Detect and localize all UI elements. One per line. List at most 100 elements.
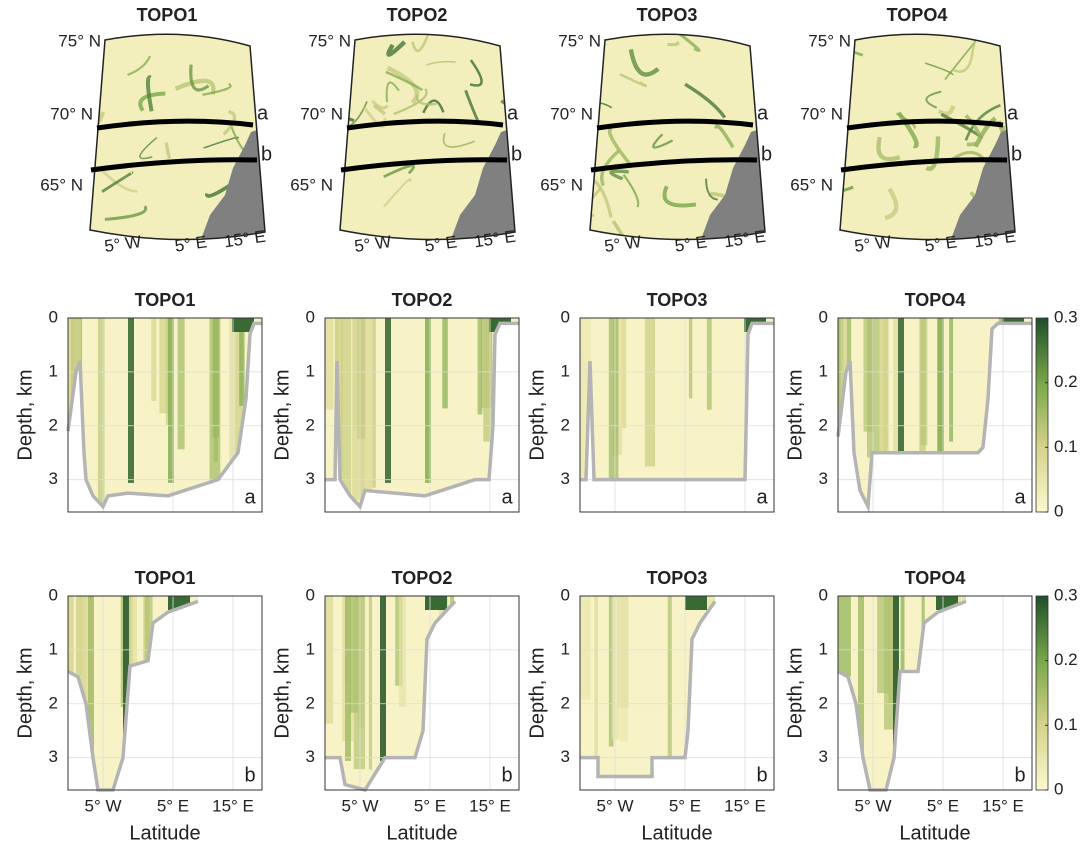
section-streak bbox=[900, 596, 905, 743]
section-streak bbox=[863, 318, 875, 432]
section-streak bbox=[97, 318, 105, 507]
map-streak bbox=[442, 132, 475, 148]
map-streak bbox=[373, 104, 387, 116]
panel-label: b bbox=[1014, 764, 1025, 786]
section-streak bbox=[248, 596, 253, 740]
map-streak bbox=[558, 153, 587, 168]
section-streak bbox=[1001, 596, 1009, 782]
lon-label: 5° W bbox=[603, 232, 642, 256]
section-streak bbox=[580, 318, 591, 480]
panel-label: a bbox=[501, 486, 513, 508]
section-streak bbox=[128, 318, 134, 483]
section-streak bbox=[345, 596, 351, 761]
y-tick-label: 3 bbox=[561, 747, 570, 766]
section-line bbox=[90, 157, 258, 173]
section-streak bbox=[943, 596, 953, 756]
map-streak bbox=[139, 136, 158, 160]
section-label: b bbox=[761, 143, 772, 165]
section-streak bbox=[943, 596, 955, 760]
surface-streak bbox=[232, 318, 254, 332]
y-tick-label: 1 bbox=[306, 639, 315, 658]
map-streak bbox=[383, 164, 415, 179]
section-streak bbox=[580, 596, 591, 700]
section-line bbox=[96, 118, 254, 131]
section-streak bbox=[594, 596, 598, 777]
map-streak bbox=[383, 178, 412, 208]
y-tick-label: 1 bbox=[819, 361, 828, 380]
y-tick-label: 1 bbox=[49, 639, 58, 658]
section-field bbox=[580, 318, 774, 480]
section-streak bbox=[919, 318, 926, 468]
section-line bbox=[590, 157, 758, 173]
map-streak bbox=[952, 44, 975, 73]
colorbar: 0 0.1 0.2 0.3 bbox=[1035, 585, 1078, 798]
section-streak bbox=[368, 596, 373, 770]
lat-label: 70° N bbox=[50, 104, 93, 123]
map-streak bbox=[145, 75, 154, 112]
y-tick-label: 3 bbox=[49, 747, 58, 766]
y-tick-label: 0 bbox=[561, 585, 570, 604]
map-streak bbox=[667, 40, 680, 47]
section-streak bbox=[893, 596, 899, 761]
map-streak bbox=[577, 51, 589, 61]
map-streak bbox=[422, 99, 445, 114]
panel-label: a bbox=[244, 486, 256, 508]
map-field bbox=[340, 34, 515, 240]
lat-label: 65° N bbox=[790, 175, 833, 194]
section-streak bbox=[88, 596, 94, 761]
section-panel: TOPO2 0 1 2 3 a Depth, km bbox=[271, 290, 520, 513]
section-streak bbox=[898, 318, 904, 483]
lat-label: 75° N bbox=[808, 31, 851, 50]
y-tick-label: 0 bbox=[561, 307, 570, 326]
section-title: TOPO1 bbox=[135, 568, 196, 588]
section-label: a bbox=[257, 102, 269, 124]
section-streak bbox=[450, 596, 455, 770]
map-streak bbox=[609, 169, 629, 181]
section-streak bbox=[442, 318, 448, 409]
map-streak bbox=[925, 90, 942, 109]
x-tick-label: 5° W bbox=[84, 796, 121, 815]
x-tick-label: 5° E bbox=[157, 796, 189, 815]
x-tick-label: 15° E bbox=[212, 796, 254, 815]
colorbar: 0 0.1 0.2 0.3 bbox=[1035, 307, 1078, 520]
section-panel: TOPO1 0 1 2 3 b Depth, km 5° W 5° E 15° E Latitude bbox=[14, 568, 263, 844]
section-streak bbox=[398, 596, 407, 707]
y-axis-label: Depth, km bbox=[271, 647, 293, 738]
map-streak bbox=[670, 34, 701, 53]
section-streak bbox=[385, 318, 391, 483]
y-tick-label: 0 bbox=[306, 307, 315, 326]
x-axis-label: Latitude bbox=[899, 822, 970, 844]
section-title: TOPO4 bbox=[905, 568, 966, 588]
map-streak bbox=[138, 91, 166, 112]
y-tick-label: 1 bbox=[561, 361, 570, 380]
section-streak bbox=[608, 318, 619, 480]
section-streak bbox=[357, 318, 366, 439]
panel-label: b bbox=[756, 764, 767, 786]
y-tick-label: 3 bbox=[819, 747, 828, 766]
map-streak bbox=[840, 182, 854, 194]
axes-frame bbox=[324, 317, 520, 513]
colorbar-tick-label: 0.3 bbox=[1054, 585, 1078, 604]
section-streak bbox=[608, 596, 614, 747]
panel-label: b bbox=[501, 764, 512, 786]
section-title: TOPO4 bbox=[905, 290, 966, 310]
map-streak bbox=[964, 103, 1001, 141]
map-border bbox=[339, 33, 516, 241]
y-tick-label: 2 bbox=[49, 415, 58, 434]
lon-label: 5° W bbox=[103, 232, 142, 256]
map-streak bbox=[607, 126, 633, 167]
axes-frame bbox=[579, 317, 775, 513]
map-streak bbox=[714, 124, 735, 149]
section-streak bbox=[621, 318, 627, 429]
axes-frame bbox=[579, 595, 775, 791]
section-streak bbox=[706, 318, 712, 410]
section-streak bbox=[1014, 318, 1021, 418]
axes-frame bbox=[324, 595, 520, 791]
map-streak bbox=[469, 59, 483, 87]
y-tick-label: 0 bbox=[306, 585, 315, 604]
section-streak bbox=[439, 596, 449, 755]
map-streak bbox=[941, 34, 976, 48]
section-label: b bbox=[1011, 143, 1022, 165]
map-title: TOPO2 bbox=[387, 5, 448, 25]
